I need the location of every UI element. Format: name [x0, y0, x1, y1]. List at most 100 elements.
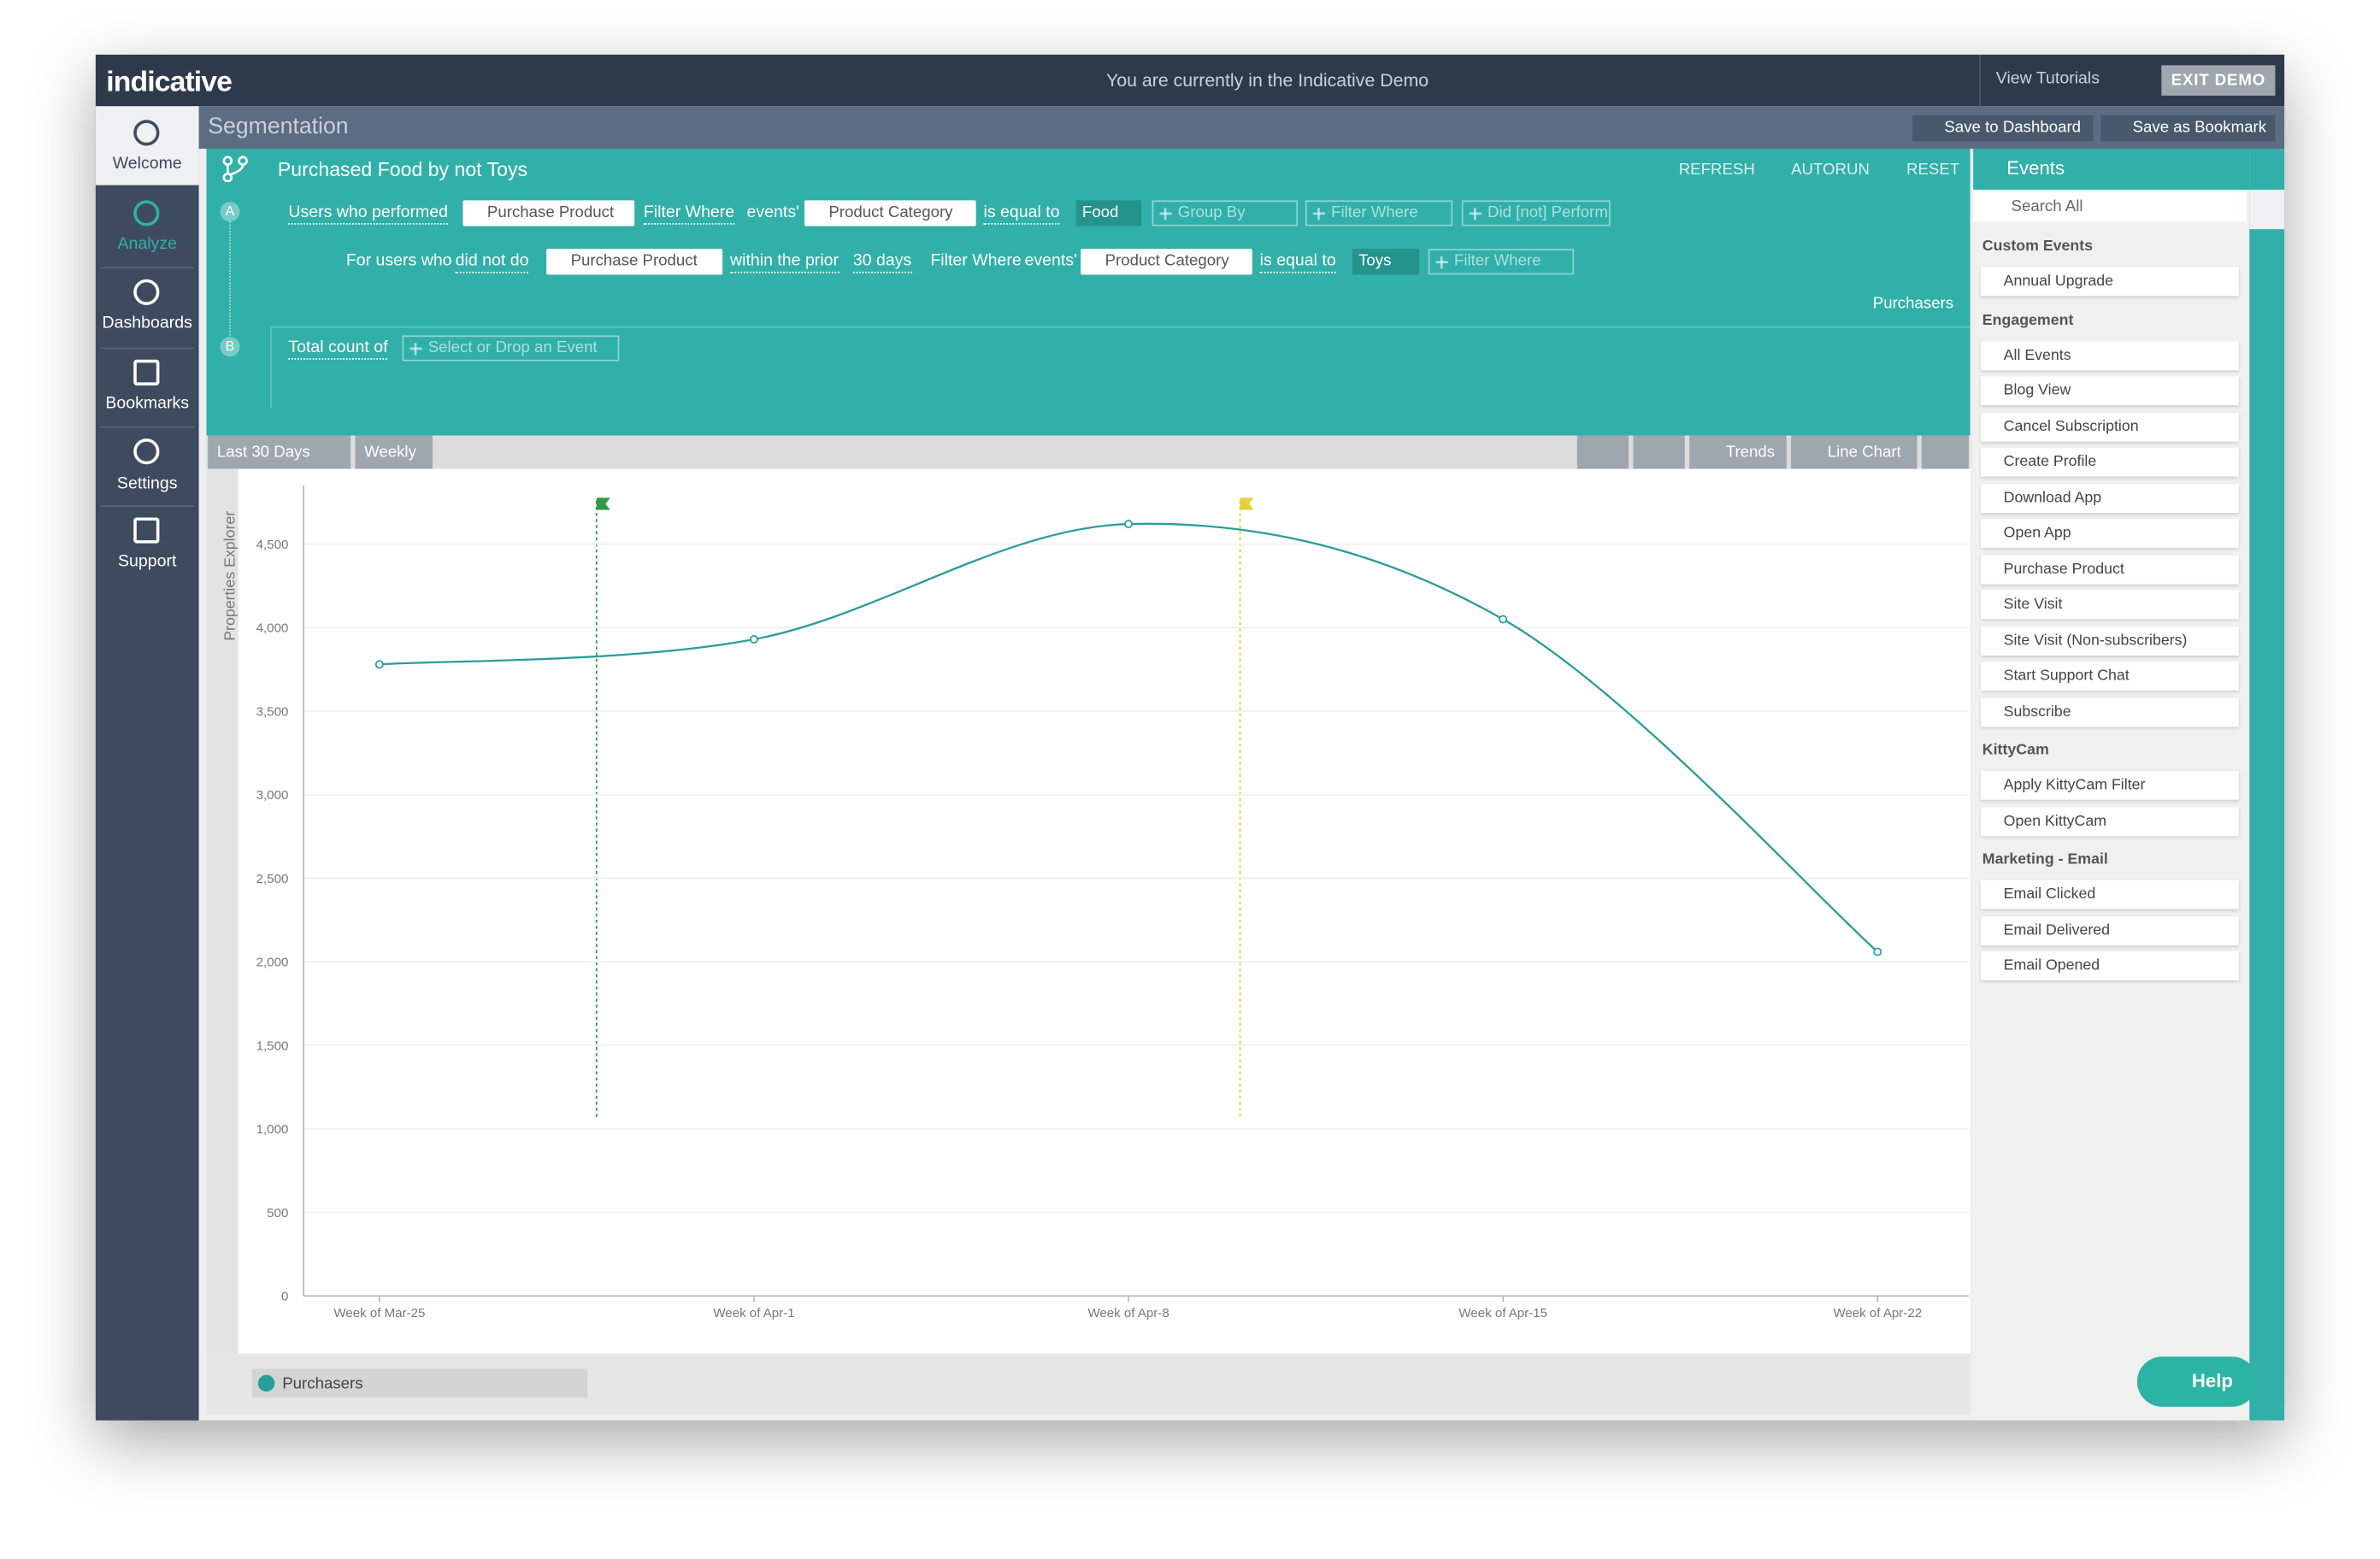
legend-label[interactable]: Purchasers — [282, 1374, 363, 1393]
events-search[interactable]: Search All — [1973, 191, 2247, 222]
right-strip-active[interactable] — [2249, 189, 2285, 230]
point[interactable] — [1499, 615, 1508, 624]
query-dropdown[interactable]: did not do — [455, 250, 529, 274]
query-add[interactable]: Group By — [1152, 200, 1299, 226]
query-value[interactable]: Toys — [1352, 249, 1420, 275]
help-button[interactable]: Help — [2136, 1356, 2258, 1407]
y-tick-label: 4,000 — [256, 621, 289, 636]
refresh[interactable]: REFRESH — [1678, 161, 1755, 179]
legend-item[interactable] — [251, 1368, 588, 1398]
exit-demo[interactable]: EXIT DEMO — [2161, 65, 2276, 96]
event-item[interactable]: Blog View — [1981, 376, 2239, 406]
legend-swatch — [257, 1374, 275, 1392]
event-item[interactable]: Apply KittyCam Filter — [1981, 770, 2239, 800]
nav-label[interactable]: Dashboards — [102, 314, 192, 332]
query-text: events' — [1024, 251, 1077, 271]
nav-label[interactable]: Bookmarks — [105, 394, 190, 413]
nav-label[interactable]: Analyze — [117, 235, 177, 254]
nav-label[interactable]: Welcome — [112, 155, 182, 174]
chart-type-button[interactable]: Line Chart — [1791, 435, 1918, 469]
save-dashboard[interactable]: Save to Dashboard — [1912, 115, 2094, 142]
view-tutorials[interactable]: View Tutorials — [1995, 69, 2100, 88]
point[interactable] — [1873, 947, 1882, 956]
side-nav — [95, 106, 199, 1421]
nav-icon[interactable] — [133, 120, 160, 146]
query-dropdown[interactable]: is equal to — [983, 202, 1060, 225]
reset[interactable]: RESET — [1906, 161, 1960, 179]
event-item[interactable]: All Events — [1981, 340, 2239, 370]
nav-icon[interactable] — [133, 517, 160, 544]
query-chip[interactable]: Purchase Product — [546, 249, 723, 275]
query-text: Filter Where — [930, 251, 1022, 271]
y-tick-label: 500 — [267, 1206, 288, 1221]
event-item[interactable]: Start Support Chat — [1981, 662, 2239, 691]
side-tab-label[interactable]: Properties Explorer — [222, 510, 239, 641]
point[interactable] — [1124, 520, 1134, 529]
x-tick-label: Week of Mar-25 — [333, 1306, 425, 1321]
event-item[interactable]: Open KittyCam — [1981, 806, 2239, 836]
query-dropdown[interactable]: 30 days — [852, 250, 912, 274]
query-text: For users who — [345, 251, 452, 271]
nav-icon[interactable] — [133, 200, 160, 226]
event-group: Custom Events — [1982, 238, 2094, 256]
x-tick-label: Week of Apr-22 — [1833, 1306, 1922, 1321]
nav-icon[interactable] — [133, 438, 160, 465]
event-item[interactable]: Subscribe — [1981, 697, 2239, 727]
event-item[interactable]: Site Visit — [1981, 590, 2239, 620]
event-item[interactable]: Email Clicked — [1981, 880, 2239, 909]
nav-label[interactable]: Support — [118, 552, 177, 571]
query-add[interactable]: Select or Drop an Event — [402, 335, 620, 362]
save-bookmark[interactable]: Save as Bookmark — [2100, 115, 2276, 142]
trends-button[interactable]: Trends — [1689, 435, 1787, 469]
query-dropdown[interactable]: Total count of — [288, 337, 388, 360]
query-chip[interactable]: Product Category — [804, 200, 976, 226]
autorun[interactable]: AUTORUN — [1791, 161, 1870, 179]
nav-icon[interactable] — [133, 279, 160, 305]
nav-divider — [100, 347, 195, 350]
x-tick-label: Week of Apr-1 — [713, 1306, 794, 1321]
annotation-flag[interactable] — [596, 497, 610, 510]
point[interactable] — [750, 635, 758, 644]
event-item[interactable]: Download App — [1981, 483, 2239, 513]
event-item[interactable]: Email Delivered — [1981, 915, 2239, 945]
query-icon — [222, 156, 248, 183]
query-chip[interactable]: Product Category — [1081, 249, 1252, 275]
nav-icon[interactable] — [133, 359, 160, 385]
nav-divider — [100, 426, 195, 428]
point[interactable] — [374, 660, 384, 669]
nav-active — [95, 106, 199, 185]
nav-divider — [100, 505, 195, 508]
metric-name: Purchasers — [1872, 294, 1954, 313]
interval[interactable]: Weekly — [355, 435, 433, 469]
event-item[interactable]: Site Visit (Non-subscribers) — [1981, 626, 2239, 656]
annotation-flag[interactable] — [1240, 497, 1254, 510]
query-dropdown[interactable]: Filter Where — [643, 202, 735, 225]
event-item[interactable]: Annual Upgrade — [1981, 267, 2239, 297]
nav-label[interactable]: Settings — [116, 474, 178, 494]
query-chip[interactable]: Purchase Product — [462, 200, 635, 226]
compare-button[interactable] — [1633, 435, 1685, 469]
download-button[interactable] — [1921, 435, 1969, 469]
query-add[interactable]: Did [not] Perform — [1461, 200, 1611, 226]
divider — [1979, 54, 1982, 107]
flag-button[interactable] — [1576, 435, 1629, 469]
y-tick-label: 0 — [281, 1290, 288, 1304]
nav-divider — [100, 267, 195, 269]
query-add[interactable]: Filter Where — [1305, 200, 1453, 226]
query-dropdown[interactable]: Users who performed — [288, 202, 449, 225]
query-b-label: B — [220, 337, 240, 357]
event-item[interactable]: Cancel Subscription — [1981, 412, 2239, 441]
query-dropdown[interactable]: is equal to — [1259, 250, 1336, 274]
query-dropdown[interactable]: within the prior — [730, 250, 839, 274]
date-range[interactable]: Last 30 Days — [208, 435, 351, 469]
query-add[interactable]: Filter Where — [1428, 249, 1575, 275]
query-value[interactable]: Food — [1075, 200, 1142, 226]
event-item[interactable]: Email Opened — [1981, 951, 2239, 980]
event-item[interactable]: Purchase Product — [1981, 554, 2239, 584]
event-item[interactable]: Create Profile — [1981, 447, 2239, 477]
y-tick-label: 2,500 — [256, 872, 289, 886]
top-bar — [95, 54, 2285, 107]
row-b-box — [270, 326, 1971, 409]
events-title: Events — [2006, 157, 2065, 179]
event-item[interactable]: Open App — [1981, 519, 2239, 548]
